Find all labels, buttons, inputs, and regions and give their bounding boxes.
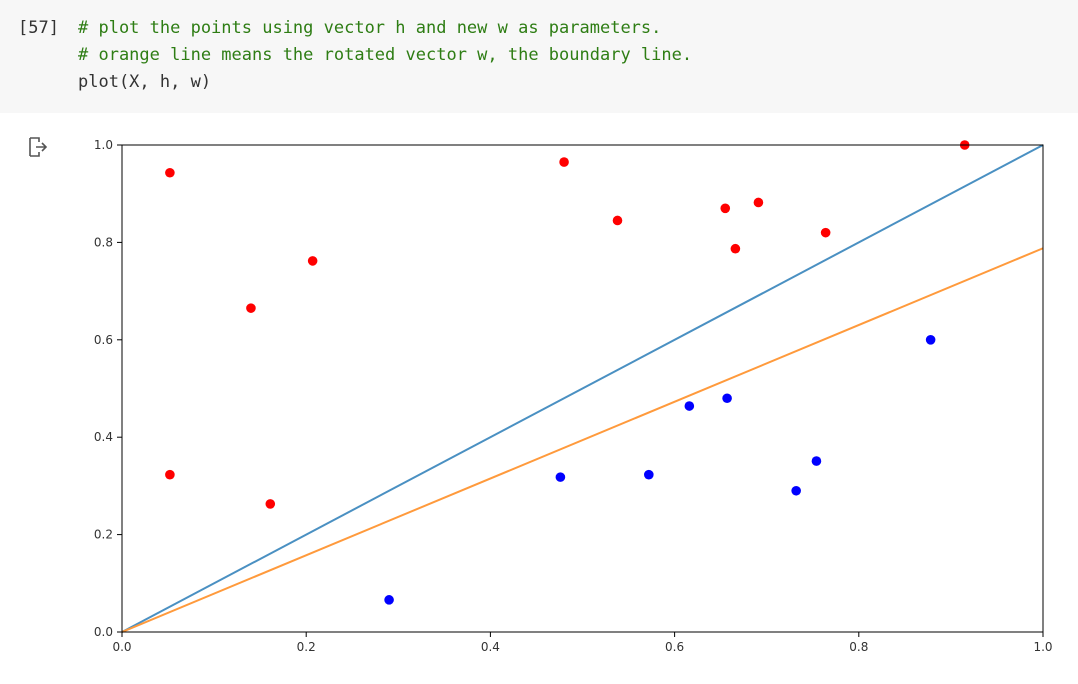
x-axis: 0.0 0.2 0.4 0.6 0.8 1.0 [112,632,1053,654]
point-s1-6 [559,157,569,167]
x-tick-label: 0.8 [849,640,868,654]
point-s2-2 [555,472,566,482]
y-tick-label: 0.2 [94,528,113,542]
point-s1-3 [246,303,256,313]
point-s1-9 [730,243,741,254]
x-tick-label: 0.0 [112,640,131,654]
point-s2-7 [811,456,822,466]
point-s2-3 [644,469,654,480]
point-s2-1 [384,595,394,605]
code-cell[interactable]: [57] # plot the points using vector h an… [0,0,1078,113]
point-s2-8 [925,335,936,345]
y-tick-label: 1.0 [94,138,113,152]
x-tick-label: 0.6 [665,640,684,654]
code-line-3: plot(X, h, w) [78,72,212,92]
point-s1-11 [820,227,831,238]
boundary-lines [121,144,1044,633]
execution-count: [57] [18,18,59,38]
point-s1-2 [165,469,175,480]
point-s1-10 [753,197,764,208]
boundary-line-2 [121,247,1044,633]
point-s2-5 [722,393,732,404]
x-tick-label: 0.2 [297,640,316,654]
y-tick-label: 0.4 [94,430,113,444]
point-s2-6 [791,485,801,496]
output-arrow-icon[interactable] [27,136,49,158]
point-s1-7 [612,215,623,226]
y-axis: 0.0 0.2 0.4 0.6 0.8 1.0 [94,138,122,639]
y-tick-label: 0.6 [94,333,113,347]
scatter-plot: 0.0 0.2 0.4 0.6 0.8 1.0 0.0 0.2 0.4 0.6 0.8 1.0 [94,138,1053,654]
x-tick-label: 0.4 [481,640,500,654]
y-tick-label: 0.0 [94,625,113,639]
plot-frame [121,144,1044,633]
point-s1-5 [307,256,318,266]
data-points [165,140,970,605]
point-s1-1 [165,167,175,178]
point-s1-4 [265,499,276,509]
code-editor[interactable]: # plot the points using vector h and new… [78,15,692,96]
code-line-2: # orange line means the rotated vector w… [78,45,693,65]
point-s1-8 [720,203,731,214]
y-tick-label: 0.8 [94,235,113,249]
boundary-line-1 [121,144,1044,633]
point-s2-4 [684,401,695,411]
x-tick-label: 1.0 [1033,640,1052,654]
code-line-1: # plot the points using vector h and new… [78,18,662,38]
